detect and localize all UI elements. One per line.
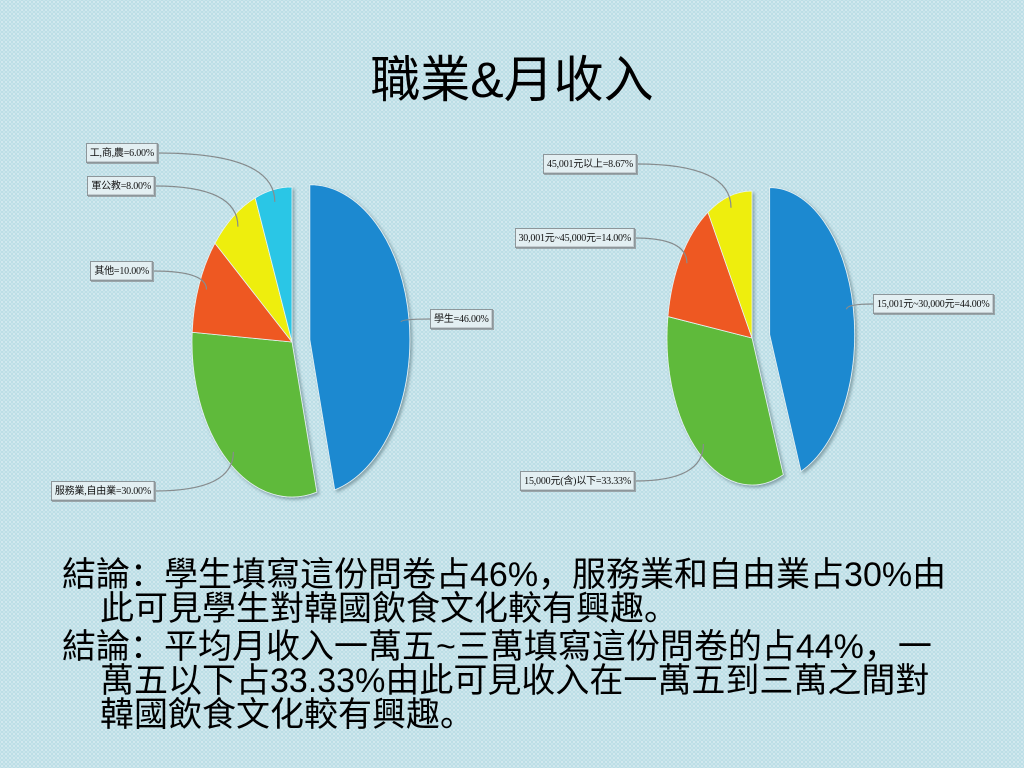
data-label: 30,001元~45,000元=14.00% <box>514 228 635 248</box>
data-label-value: =10.00% <box>113 266 149 277</box>
leader-line <box>634 237 688 264</box>
leader-line <box>157 152 276 202</box>
conclusion-line: 此可見學生對韓國飲食文化較有興趣。 <box>100 590 678 628</box>
data-label-value: =46.00% <box>453 314 489 325</box>
leader-line <box>152 270 208 290</box>
data-label-value: =6.00% <box>123 148 154 159</box>
data-label: 學生=46.00% <box>430 309 493 329</box>
conclusions: 結論：學生填寫這份問卷占46%，服務業和自由業占30%由 此可見學生對韓國飲食文… <box>62 558 1002 736</box>
data-label-category: 軍公教 <box>91 181 121 192</box>
data-label-category: 工,商,農 <box>89 148 124 159</box>
pie-chart <box>191 184 411 498</box>
leader-line <box>154 451 234 492</box>
pie-slice <box>191 242 293 343</box>
data-label: 工,商,農=6.00% <box>85 143 158 163</box>
data-label-category: 15,001元~30,000元 <box>877 299 955 310</box>
data-label-value: =8.00% <box>120 181 151 192</box>
conclusion-paragraph: 結論：平均月收入一萬五~三萬填寫這份問卷的占44%，一 萬五以下占33.33%由… <box>62 630 1002 732</box>
data-label-value: =44.00% <box>954 299 990 310</box>
slide-title: 職業&月收入 <box>370 52 654 108</box>
conclusion-line: 萬五以下占33.33%由此可見收入在一萬五到三萬之間對 <box>100 662 930 700</box>
leader-line <box>634 443 704 482</box>
leader-lines <box>152 152 431 492</box>
data-label-category: 30,001元~45,000元 <box>518 233 597 244</box>
data-label: 15,000元(含)以下=33.33% <box>520 471 635 491</box>
data-label: 45,001元以上=8.67% <box>543 154 637 174</box>
data-label-category: 45,001元以上 <box>547 159 603 170</box>
data-label-category: 其他 <box>94 266 114 277</box>
pie-slice <box>309 184 411 491</box>
leader-lines <box>634 163 874 482</box>
data-label-value: =14.00% <box>595 233 631 244</box>
leader-line <box>636 163 732 208</box>
data-label-category: 服務業,自由業 <box>54 486 116 497</box>
pie-slice <box>666 316 784 486</box>
leader-line <box>845 303 874 310</box>
data-label-value: =33.33% <box>595 476 631 487</box>
conclusion-line: 結論：平均月收入一萬五~三萬填寫這份問卷的占44%，一 <box>62 628 932 666</box>
data-label: 服務業,自由業=30.00% <box>50 481 155 501</box>
data-label: 其他=10.00% <box>90 261 153 281</box>
pie-chart <box>666 187 856 486</box>
data-label: 15,001元~30,000元=44.00% <box>873 294 994 314</box>
data-label-category: 學生 <box>434 314 454 325</box>
conclusion-line: 韓國飲食文化較有興趣。 <box>100 696 474 734</box>
leader-line <box>400 318 431 323</box>
data-label: 軍公教=8.00% <box>87 176 155 196</box>
data-label-value: =30.00% <box>115 486 151 497</box>
data-label-category: 15,000元(含)以下 <box>524 476 596 487</box>
pie-slice <box>191 331 318 498</box>
leader-line <box>154 185 239 227</box>
pie-slice <box>667 211 753 339</box>
data-label-value: =8.67% <box>602 159 633 170</box>
conclusion-line: 結論：學生填寫這份問卷占46%，服務業和自由業占30%由 <box>62 556 947 594</box>
pie-slice <box>769 187 856 472</box>
conclusion-paragraph: 結論：學生填寫這份問卷占46%，服務業和自由業占30%由 此可見學生對韓國飲食文… <box>62 558 1002 626</box>
